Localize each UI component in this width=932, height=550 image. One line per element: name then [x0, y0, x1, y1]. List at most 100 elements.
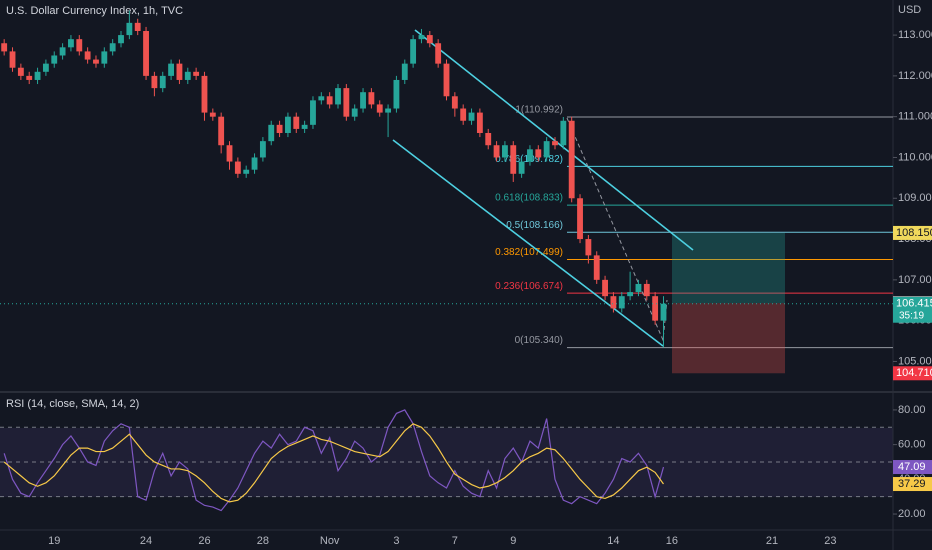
candle-body: [535, 149, 542, 158]
candle-body: [1, 43, 8, 52]
candle-body: [143, 31, 149, 76]
candle-body: [59, 47, 66, 56]
candle-body: [618, 296, 625, 309]
x-tick-label: Nov: [320, 535, 340, 547]
chart-title: U.S. Dollar Currency Index, 1h, TVC: [6, 5, 183, 17]
candle-body: [493, 145, 500, 158]
candle-body: [301, 124, 308, 129]
candle-body: [109, 43, 116, 52]
candle-body: [518, 161, 525, 174]
fib-label: 1(110.992): [515, 105, 563, 116]
rsi-badge: [893, 477, 932, 492]
candle-body: [9, 51, 16, 68]
candle-body: [126, 22, 133, 36]
loss-zone: [672, 303, 785, 374]
currency: USD: [898, 4, 921, 16]
candle-body: [176, 63, 183, 80]
countdown: 35:19: [899, 310, 924, 321]
candle-body: [585, 239, 592, 256]
candle-body: [26, 75, 33, 80]
candle-body: [652, 296, 659, 321]
x-tick-label: 7: [452, 535, 458, 547]
fib-label: 0(105.340): [515, 335, 563, 346]
last-price-badge: [893, 296, 932, 323]
candle-body: [184, 71, 191, 80]
candle-body: [426, 35, 433, 44]
x-tick-label: 9: [510, 535, 516, 547]
candle-body: [635, 283, 642, 293]
candle-body: [209, 112, 216, 117]
candle-body: [443, 63, 450, 97]
candle-body: [435, 43, 442, 64]
candle-body: [293, 116, 300, 129]
candle-body: [460, 108, 467, 121]
candle-body: [251, 157, 258, 170]
candle-body: [134, 22, 141, 32]
last-price-label: 106.415: [896, 298, 932, 310]
candle-body: [76, 39, 83, 52]
candle-body: [610, 296, 617, 309]
candle-body: [368, 92, 375, 105]
y-tick-label: 112.000: [898, 70, 932, 82]
candle-body: [42, 63, 49, 72]
candle-body: [385, 108, 392, 113]
y-tick-label: 107.000: [898, 274, 932, 286]
x-tick-label: 14: [607, 535, 619, 547]
candle-body: [226, 145, 233, 162]
x-tick-label: 24: [140, 535, 152, 547]
fib-label: 0.382(107.499): [495, 247, 563, 258]
candle-body: [17, 67, 24, 76]
candle-body: [660, 303, 667, 321]
candle-body: [418, 35, 425, 40]
candle-body: [410, 39, 417, 64]
candle-body: [568, 120, 575, 199]
candle-body: [193, 71, 200, 76]
price-badge-label: 104.710: [896, 367, 932, 379]
channel-lower: [392, 139, 664, 347]
y-tick-label: 109.000: [898, 192, 932, 204]
channel-upper: [414, 29, 694, 251]
candle-body: [234, 161, 241, 174]
candle-body: [560, 120, 567, 146]
candle-body: [343, 88, 350, 117]
y-tick-label: 80.00: [898, 404, 926, 416]
x-tick-label: 3: [393, 535, 399, 547]
candle-body: [393, 79, 400, 109]
candle-body: [627, 292, 634, 297]
candle-body: [476, 112, 483, 133]
candle-body: [527, 149, 533, 162]
x-tick-label: 21: [766, 535, 778, 547]
candle-body: [84, 51, 91, 60]
candle-body: [351, 108, 358, 117]
candle-body: [543, 141, 550, 158]
x-tick-label: 16: [666, 535, 678, 547]
candle-body: [451, 96, 458, 109]
y-tick-label: 111.000: [898, 111, 932, 123]
y-tick-label: 105.000: [898, 355, 932, 367]
candle-body: [243, 169, 250, 174]
y-tick-label: 113.000: [898, 29, 932, 41]
rsi-line: [3, 423, 664, 503]
candle-body: [151, 75, 158, 89]
candle-body: [159, 75, 166, 89]
candle-body: [93, 59, 99, 64]
candle-body: [401, 63, 408, 80]
candle-body: [276, 124, 283, 133]
candle-body: [360, 92, 366, 109]
candle-body: [501, 145, 508, 158]
candle-body: [643, 283, 650, 297]
rsi-badge-label: 47.09: [898, 461, 926, 473]
candle-body: [485, 132, 492, 146]
price-badge: [893, 366, 932, 381]
candle-body: [168, 63, 175, 76]
candle-body: [218, 116, 225, 146]
rsi-badge: [893, 460, 932, 475]
x-tick-label: 28: [257, 535, 269, 547]
candle-body: [326, 96, 333, 105]
fib-label: 0.618(108.833): [495, 193, 563, 204]
candle-body: [310, 100, 316, 125]
candle-body: [68, 39, 74, 48]
candle-body: [602, 279, 608, 297]
candle-body: [468, 112, 475, 121]
